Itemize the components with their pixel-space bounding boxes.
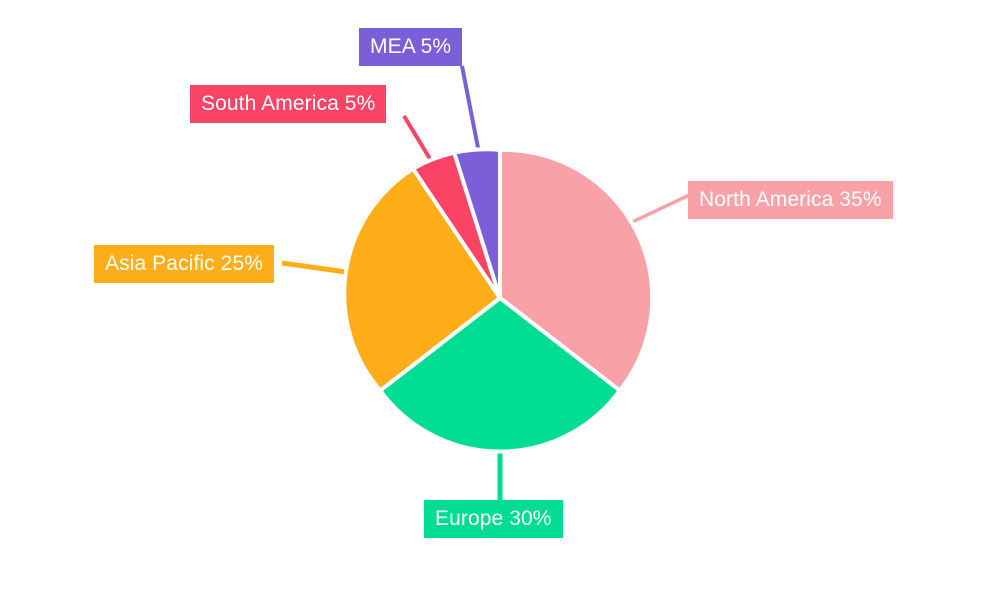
pie-label-north-america[interactable]: North America 35% <box>688 181 893 219</box>
pie-label-mea-text: MEA 5% <box>370 35 452 58</box>
pie-slice-europe[interactable] <box>378 296 622 454</box>
pie-label-south-america[interactable]: South America 5% <box>190 85 387 123</box>
pie-label-mea[interactable]: MEA 5% <box>359 28 463 66</box>
pie-slice-mea[interactable] <box>452 147 502 300</box>
pie-label-south-america-text: South America 5% <box>201 92 376 115</box>
pie-label-north-america-text: North America 35% <box>699 188 882 211</box>
pie-label-europe[interactable]: Europe 30% <box>424 500 563 538</box>
leader-line-mea <box>460 65 483 164</box>
leader-line-asia-pacific <box>281 260 347 275</box>
pie-slice-asia-pacific[interactable] <box>342 166 502 393</box>
pie-slice-north-america[interactable] <box>498 147 655 393</box>
pie-label-asia-pacific-text: Asia Pacific 25% <box>105 252 264 275</box>
pie-label-asia-pacific[interactable]: Asia Pacific 25% <box>94 245 275 283</box>
pie-label-europe-text: Europe 30% <box>435 507 552 530</box>
